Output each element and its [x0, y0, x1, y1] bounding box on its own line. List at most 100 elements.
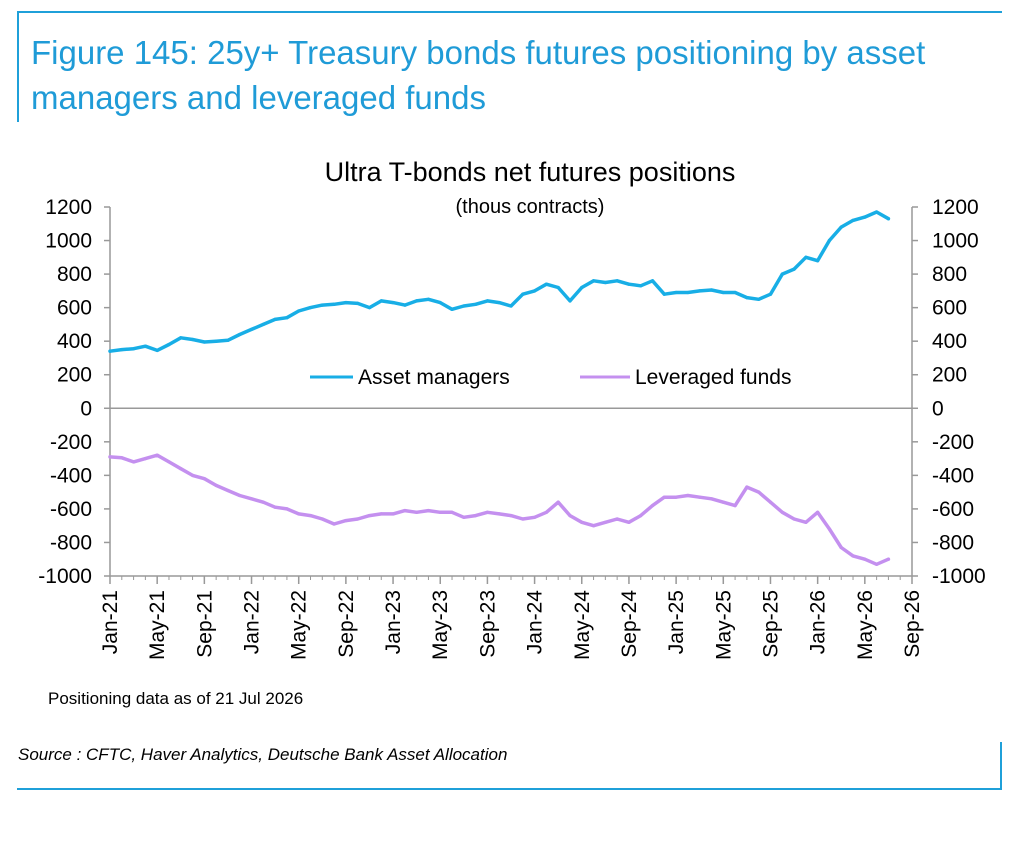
y-tick-label-right: 600	[932, 297, 967, 320]
data-point-asset-managers	[816, 259, 820, 263]
data-point-leveraged-funds	[143, 457, 147, 461]
data-point-leveraged-funds	[792, 517, 796, 521]
y-tick-label-left: 600	[57, 297, 92, 320]
data-point-leveraged-funds	[332, 522, 336, 526]
data-point-leveraged-funds	[556, 500, 560, 504]
data-point-asset-managers	[875, 210, 879, 214]
data-point-leveraged-funds	[320, 517, 324, 521]
top-border-rule	[17, 11, 1002, 13]
data-point-leveraged-funds	[827, 527, 832, 531]
x-tick-label: Sep-26	[901, 590, 924, 658]
data-point-leveraged-funds	[391, 512, 395, 516]
data-point-asset-managers	[474, 302, 478, 306]
data-point-asset-managers	[733, 290, 737, 295]
data-point-leveraged-funds	[639, 514, 643, 518]
data-point-asset-managers	[249, 327, 254, 331]
y-tick-label-left: -200	[50, 431, 92, 454]
data-point-leveraged-funds	[108, 455, 112, 459]
data-point-asset-managers	[155, 348, 159, 352]
data-point-leveraged-funds	[615, 517, 619, 521]
data-point-asset-managers	[804, 255, 808, 259]
data-point-leveraged-funds	[662, 495, 666, 499]
y-tick-label-right: 1200	[932, 196, 979, 219]
data-point-asset-managers	[698, 289, 702, 293]
figure-title: Figure 145: 25y+ Treasury bonds futures …	[31, 34, 926, 116]
data-point-asset-managers	[686, 290, 690, 295]
data-point-asset-managers	[639, 284, 643, 288]
x-tick-label: Jan-21	[99, 590, 122, 654]
y-tick-label-right: -1000	[932, 565, 986, 588]
data-point-leveraged-funds	[603, 520, 608, 524]
data-point-asset-managers	[544, 282, 549, 286]
series-layer	[108, 210, 891, 567]
data-point-asset-managers	[426, 297, 430, 301]
data-point-asset-managers	[191, 337, 195, 342]
x-tick-label: Sep-22	[335, 590, 358, 658]
data-point-leveraged-funds	[226, 488, 230, 493]
y-tick-label-right: -400	[932, 464, 974, 487]
data-point-asset-managers	[497, 301, 501, 305]
x-tick-label: Sep-23	[476, 590, 499, 658]
data-point-asset-managers	[851, 218, 855, 222]
data-point-leveraged-funds	[521, 517, 525, 521]
x-tick-label: Jan-23	[382, 590, 405, 654]
y-tick-label-right: -600	[932, 498, 974, 521]
data-point-leveraged-funds	[875, 562, 879, 566]
data-point-leveraged-funds	[733, 504, 737, 508]
data-point-asset-managers	[603, 280, 608, 285]
data-point-asset-managers	[780, 272, 784, 276]
data-point-leveraged-funds	[863, 557, 867, 561]
data-point-leveraged-funds	[568, 514, 572, 518]
data-point-leveraged-funds	[474, 514, 478, 518]
data-point-leveraged-funds	[297, 512, 301, 516]
data-point-leveraged-funds	[839, 545, 843, 550]
legend-label-asset-managers: Asset managers	[358, 366, 510, 389]
data-point-leveraged-funds	[686, 493, 690, 498]
data-point-asset-managers	[356, 301, 360, 305]
data-point-asset-managers	[367, 306, 372, 310]
data-point-asset-managers	[226, 338, 230, 342]
x-tick-label: Jan-25	[665, 590, 688, 654]
data-point-leveraged-funds	[249, 497, 254, 501]
data-point-asset-managers	[143, 344, 147, 348]
data-point-leveraged-funds	[367, 514, 372, 518]
data-point-asset-managers	[391, 301, 395, 305]
series-line-leveraged-funds	[108, 453, 891, 567]
data-point-leveraged-funds	[509, 514, 513, 518]
data-point-asset-managers	[485, 299, 489, 303]
data-point-asset-managers	[202, 340, 206, 344]
data-point-asset-managers	[214, 339, 218, 343]
data-point-asset-managers	[827, 238, 832, 243]
data-point-asset-managers	[120, 348, 124, 352]
data-point-asset-managers	[768, 292, 773, 296]
data-point-leveraged-funds	[426, 509, 430, 513]
x-tick-label: Jan-24	[524, 590, 547, 655]
data-point-leveraged-funds	[356, 517, 360, 521]
data-point-leveraged-funds	[804, 520, 808, 524]
y-tick-label-right: 200	[932, 364, 967, 387]
y-tick-label-left: 1000	[45, 230, 92, 253]
data-point-asset-managers	[521, 292, 525, 296]
data-point-leveraged-funds	[155, 453, 159, 457]
x-tick-label: May-25	[712, 590, 735, 660]
data-point-leveraged-funds	[379, 512, 383, 516]
data-point-leveraged-funds	[202, 477, 206, 481]
bottom-border-rule	[17, 788, 1002, 790]
data-point-leveraged-funds	[462, 515, 466, 519]
data-point-leveraged-funds	[533, 515, 537, 519]
data-point-asset-managers	[167, 342, 171, 347]
data-point-leveraged-funds	[344, 519, 348, 523]
bottom-right-rule	[1000, 742, 1002, 790]
data-point-asset-managers	[344, 301, 348, 305]
data-point-asset-managers	[533, 289, 537, 293]
data-point-leveraged-funds	[627, 520, 631, 524]
data-point-asset-managers	[403, 303, 407, 307]
y-tick-label-right: -200	[932, 431, 974, 454]
y-tick-label-left: -1000	[38, 565, 92, 588]
y-tick-label-right: 400	[932, 330, 967, 353]
data-point-leveraged-funds	[497, 512, 501, 516]
data-point-asset-managers	[556, 285, 560, 290]
data-point-leveraged-funds	[261, 500, 265, 504]
y-tick-label-left: -800	[50, 531, 92, 554]
x-tick-label: May-22	[288, 590, 311, 660]
